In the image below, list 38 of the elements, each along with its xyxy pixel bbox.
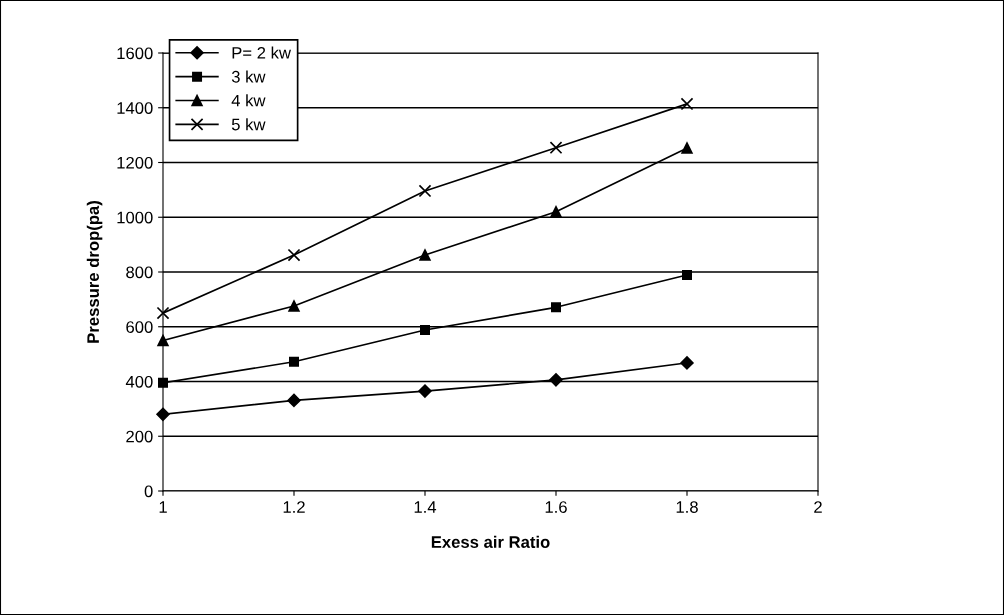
y-axis-title: Pressure drop(pa)	[86, 201, 103, 343]
legend-label: 5 kw	[231, 118, 266, 131]
point	[419, 325, 431, 336]
x-axis-title: Exess air Ratio	[431, 535, 550, 548]
y-tick-label: 1000	[117, 211, 153, 224]
x-tick-label: 1.4	[414, 501, 437, 513]
x-tick-label: 1.2	[283, 501, 305, 513]
legend-label: 3 kw	[231, 70, 266, 83]
y-tick-label: 400	[125, 375, 153, 388]
y-tick-label: 800	[126, 266, 153, 279]
point	[550, 302, 562, 313]
point	[419, 249, 431, 261]
legend-label: P= 2 kw	[232, 46, 292, 59]
y-tick-label: 0	[144, 485, 153, 498]
y-tick-label: 600	[126, 321, 153, 333]
point	[681, 142, 693, 154]
x-tick-label: 2	[814, 501, 822, 513]
point	[287, 393, 301, 408]
point	[680, 356, 694, 370]
point	[681, 270, 693, 281]
x-tick-label: 1.6	[545, 501, 567, 513]
point	[418, 184, 432, 198]
point	[156, 306, 170, 320]
point	[288, 300, 300, 312]
legend-label: 4 kw	[231, 94, 266, 107]
x-tick-label: 1	[159, 501, 167, 513]
x-tick-label: 1.8	[676, 501, 698, 513]
y-tick-label: 1400	[117, 102, 153, 114]
point	[418, 384, 432, 398]
point	[549, 141, 563, 155]
y-tick-label: 1600	[117, 47, 153, 60]
y-tick-label: 200	[126, 430, 153, 443]
point	[549, 373, 563, 387]
point	[680, 97, 694, 111]
y-tick-label: 1200	[117, 156, 153, 169]
point	[288, 356, 300, 367]
point	[287, 248, 301, 262]
point	[550, 206, 562, 218]
